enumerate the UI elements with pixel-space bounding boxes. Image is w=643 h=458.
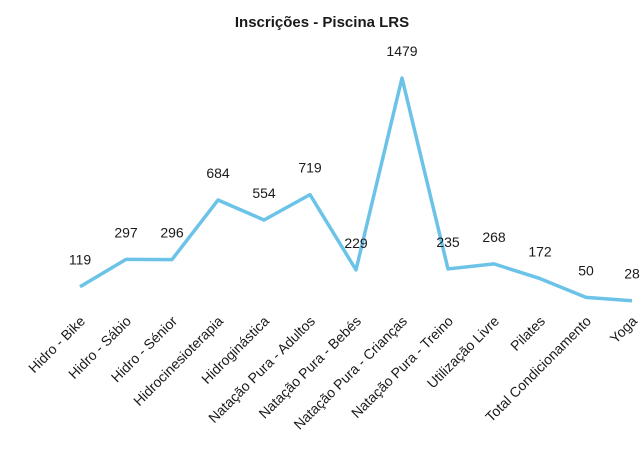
data-label: 28 (624, 266, 640, 282)
x-tick-label: Pilates (507, 313, 548, 354)
data-label: 119 (69, 252, 92, 268)
data-label: 235 (436, 234, 460, 250)
data-label: 297 (114, 224, 138, 240)
data-label: 229 (344, 235, 368, 251)
data-label: 684 (206, 165, 230, 181)
chart-title: Inscrições - Piscina LRS (235, 14, 409, 31)
data-label: 268 (482, 229, 506, 245)
data-label: 50 (578, 262, 594, 278)
x-tick-label: Yoga (607, 313, 641, 347)
data-label: 719 (298, 160, 322, 176)
data-label: 1479 (386, 43, 417, 59)
data-label: 172 (528, 244, 552, 260)
data-label: 296 (160, 225, 184, 241)
line (79, 76, 633, 303)
data-label: 554 (252, 185, 276, 201)
